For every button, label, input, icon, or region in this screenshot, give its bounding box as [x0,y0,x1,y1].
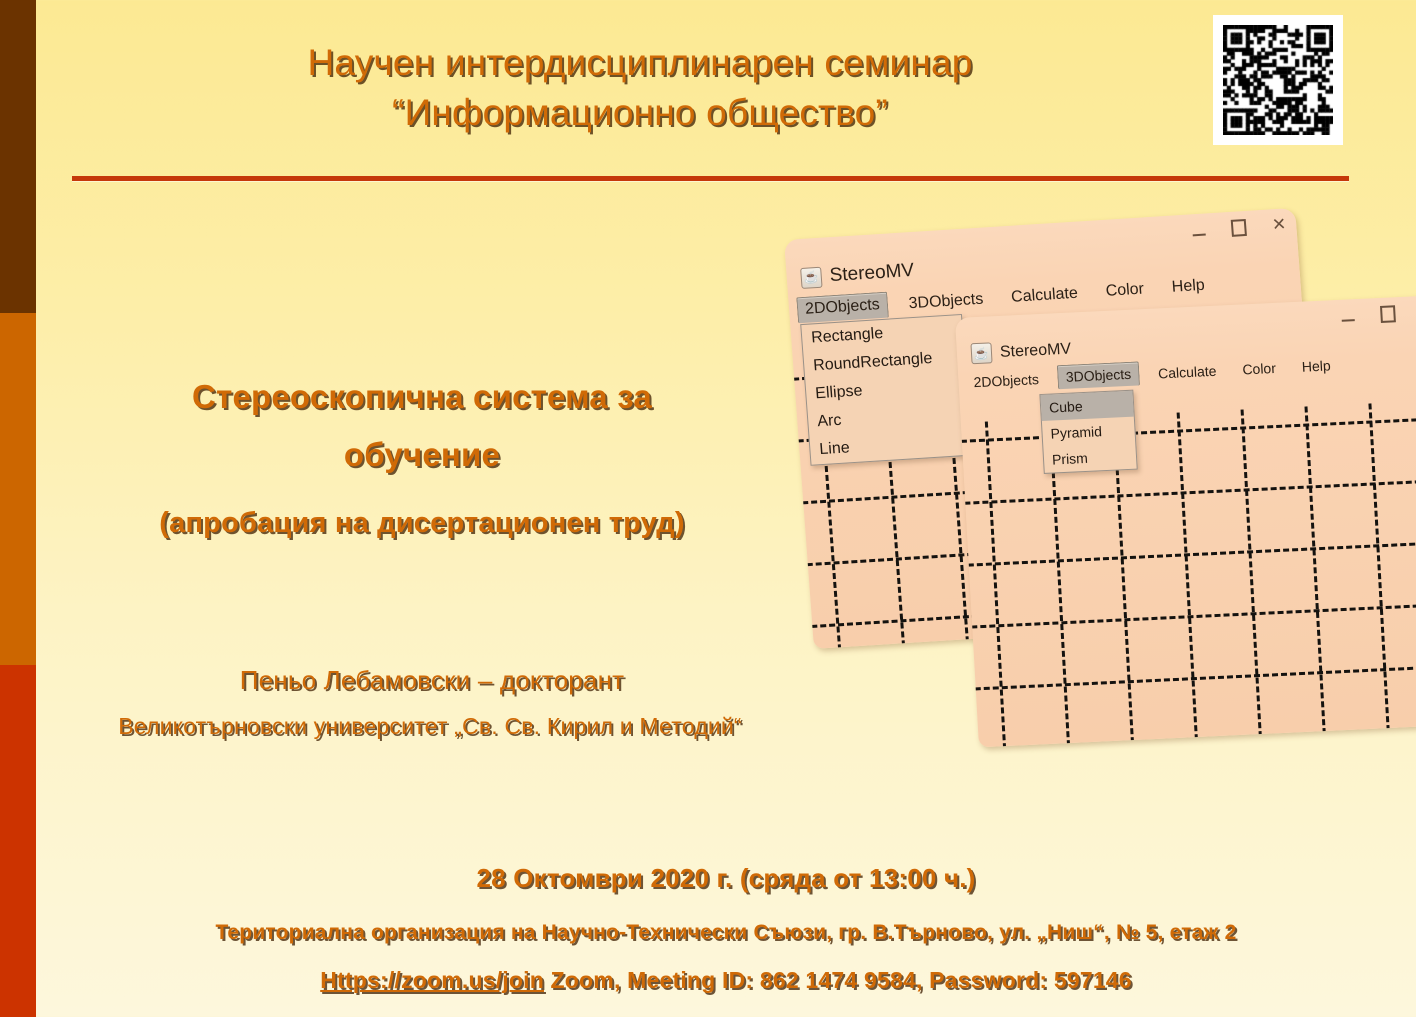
grid-line-vertical [1367,398,1391,741]
window-second-app-title: ☕ StereoMV [970,339,1072,365]
stereomv-window-second[interactable]: ✕ ☕ StereoMV 2DObjects 3DObjects Calcula… [955,294,1416,748]
grid-line-horizontal [960,415,1416,444]
window-second-controls[interactable]: ✕ [1340,301,1416,325]
application-screenshot: ✕ ☕ StereoMV 2DObjects 3DObjects Calcula… [770,207,1416,820]
menu-2dobjects[interactable]: 2DObjects [973,371,1040,391]
menu-color[interactable]: Color [1105,280,1145,300]
page-title-line1: Стереоскопична система за [192,378,652,415]
menu-item-prism[interactable]: Prism [1051,449,1089,468]
qr-code-image [1223,25,1333,135]
grid-line-vertical [984,412,1007,748]
zoom-join-link[interactable]: Https://zoom.us/join [320,967,544,993]
grid-line-horizontal [960,539,1416,568]
page-title-line2: обучение [343,436,501,473]
java-coffee-cup-icon: ☕ [970,342,993,365]
page-title: Стереоскопична система за обучение (апро… [52,368,792,552]
sidebar-band-red [0,665,36,1017]
menu-3dobjects[interactable]: 3DObjects [908,290,984,313]
window-second-title-text: StereoMV [999,340,1072,361]
window-second-canvas[interactable] [960,398,1416,748]
affiliation: Великотърновски университет „Св. Св. Кир… [118,713,742,739]
sidebar-band-brown [0,0,36,313]
grid-line-vertical [1240,400,1263,747]
window-main-controls[interactable]: ✕ [1191,214,1287,240]
seminar-title-line2: “Информационно общество” [392,92,888,133]
seminar-title-line1: Научен интердисциплинарен семинар [307,42,973,83]
grid-line-vertical [1176,403,1199,748]
menu-calculate[interactable]: Calculate [1157,362,1217,382]
grid-line-horizontal [960,477,1416,506]
minimize-icon[interactable] [1191,224,1206,236]
seminar-title: Научен интердисциплинарен семинар “Инфор… [80,38,1200,138]
grid-line-vertical [1303,398,1327,744]
close-icon[interactable]: ✕ [1271,214,1287,235]
zoom-info: Https://zoom.us/join Zoom, Meeting ID: 8… [36,967,1416,994]
venue-address: Териториална организация на Научно-Техни… [215,921,1237,944]
maximize-icon[interactable] [1379,304,1396,323]
menu-calculate[interactable]: Calculate [1010,284,1079,306]
header-divider [72,176,1349,181]
maximize-icon[interactable] [1230,218,1247,237]
menu-3dobjects-dropdown[interactable]: Cube Pyramid Prism [1039,389,1138,474]
window-main-title-text: StereoMV [828,259,915,287]
event-date: 28 Октомври 2020 г. (сряда от 13:00 ч.) [476,863,976,893]
menu-color[interactable]: Color [1241,359,1277,378]
sidebar-band-orange [0,313,36,665]
menu-help[interactable]: Help [1301,357,1332,375]
menu-2dobjects-dropdown[interactable]: Rectangle RoundRectangle Ellipse Arc Lin… [800,313,973,466]
menu-3dobjects[interactable]: 3DObjects [1057,361,1140,390]
author-name: Пеньо Лебамовски – докторант [239,665,625,695]
page-subtitle: (апробация на дисертационен труд) [159,507,685,539]
zoom-meeting-details: Zoom, Meeting ID: 862 1474 9584, Passwor… [543,967,1132,993]
minimize-icon[interactable] [1340,309,1355,322]
menu-help[interactable]: Help [1171,276,1206,296]
qr-code [1213,15,1343,145]
java-coffee-cup-icon: ☕ [800,266,823,289]
